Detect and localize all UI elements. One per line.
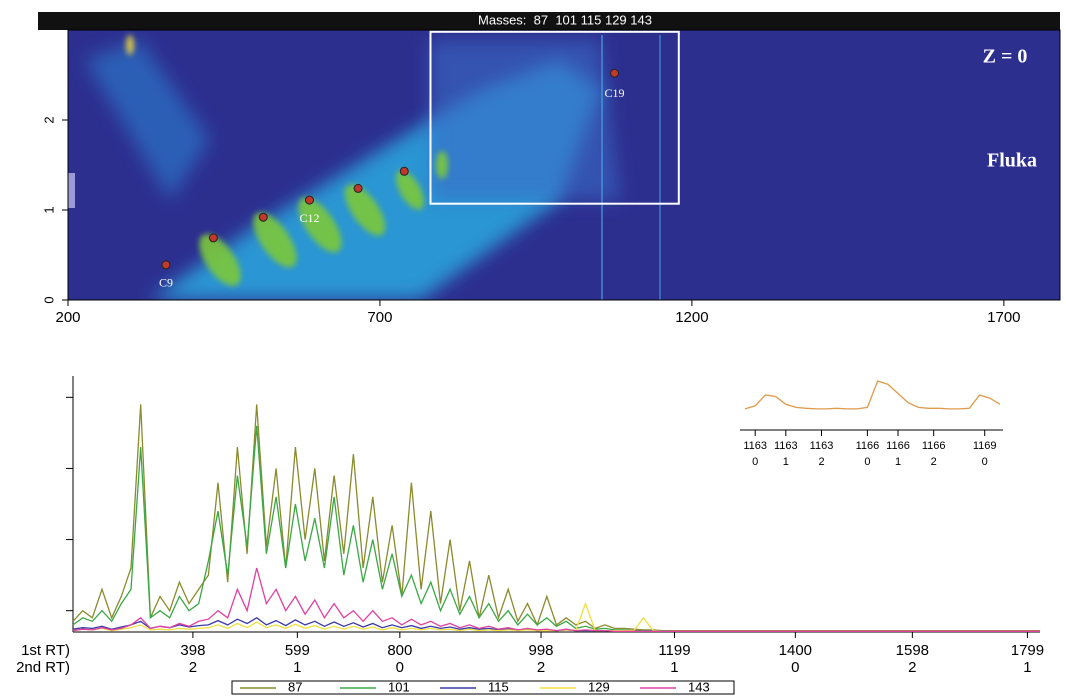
- x-tick-label: 1166: [886, 440, 910, 452]
- annotation: Fluka: [987, 150, 1037, 172]
- point: [161, 260, 171, 270]
- x-tick-label: 2: [931, 456, 937, 468]
- heatmap: [68, 30, 1060, 300]
- point-label: C19: [605, 86, 625, 100]
- point: [399, 166, 409, 176]
- chart-title: Masses: 87 101 115 129 143: [478, 12, 652, 27]
- series-line: [72, 601, 1040, 632]
- heatmap-peaks: [126, 35, 448, 286]
- x-tick-label: 1: [1023, 659, 1031, 676]
- point: [208, 233, 218, 243]
- x-tick-label: 599: [285, 642, 310, 659]
- x-tick-label: 1799: [1011, 642, 1044, 659]
- x-tick-label: 2: [908, 659, 916, 676]
- highlight-box: [429, 30, 680, 205]
- x-tick-label: 2: [189, 659, 197, 676]
- x-tick-label: 1400: [779, 642, 812, 659]
- legend-label: 129: [588, 679, 610, 694]
- point: [610, 68, 620, 78]
- legend-label: 87: [288, 679, 302, 694]
- point: [304, 195, 314, 205]
- x-tick-label: 2: [537, 659, 545, 676]
- y-tick-label: 0: [41, 296, 56, 303]
- x-tick-label: 1199: [658, 642, 690, 659]
- legend-label: 101: [388, 679, 410, 694]
- series-line: [72, 567, 1040, 632]
- x-tick-label: 0: [982, 456, 988, 468]
- x-tick-label: 1166: [922, 440, 946, 452]
- x-tick-label: 398: [180, 642, 205, 659]
- x-axis-label: 1st RT): [21, 642, 70, 659]
- x-tick-label: 1598: [896, 642, 929, 659]
- x-tick-label: 0: [396, 659, 404, 676]
- inset-line: [744, 380, 1001, 410]
- series-line: [72, 404, 1040, 632]
- inset: [738, 360, 1016, 475]
- x-tick-label: 0: [752, 456, 758, 468]
- y-tick-label: 2: [41, 116, 56, 123]
- top-frame: [67, 29, 1061, 301]
- point-label: C12: [299, 211, 319, 225]
- heatmap-marker: [68, 173, 75, 208]
- x-tick-label: 1163: [810, 440, 834, 452]
- point-label: C9: [159, 276, 173, 290]
- x-tick-label: 200: [55, 309, 80, 326]
- x-tick-label: 700: [367, 309, 392, 326]
- x-tick-label: 1: [783, 456, 789, 468]
- x-tick-label: 998: [529, 642, 554, 659]
- x-tick-label: 1163: [774, 440, 798, 452]
- x-tick-label: 1166: [856, 440, 880, 452]
- series-line: [72, 425, 1040, 632]
- x-tick-label: 2: [818, 456, 824, 468]
- x-tick-label: 0: [791, 659, 799, 676]
- x-tick-label: 0: [864, 456, 870, 468]
- x-tick-label: 800: [387, 642, 412, 659]
- point: [258, 212, 268, 222]
- x-tick-label: 1: [895, 456, 901, 468]
- legend-label: 115: [488, 679, 509, 694]
- legend-label: 143: [688, 679, 710, 694]
- y-tick-label: 1: [41, 206, 56, 213]
- heatmap-band: [85, 40, 210, 200]
- point: [353, 183, 363, 193]
- x-axis-label: 2nd RT): [16, 659, 70, 676]
- x-tick-label: 1169: [973, 440, 997, 452]
- x-tick-label: 1: [293, 659, 301, 676]
- x-tick-label: 1200: [675, 309, 708, 326]
- x-tick-label: 1163: [743, 440, 767, 452]
- heatmap-band: [430, 40, 620, 200]
- annotation: Z = 0: [983, 46, 1028, 68]
- x-tick-label: 1700: [987, 309, 1020, 326]
- x-tick-label: 1: [670, 659, 678, 676]
- title-bar: [38, 12, 1060, 30]
- legend: [231, 680, 735, 695]
